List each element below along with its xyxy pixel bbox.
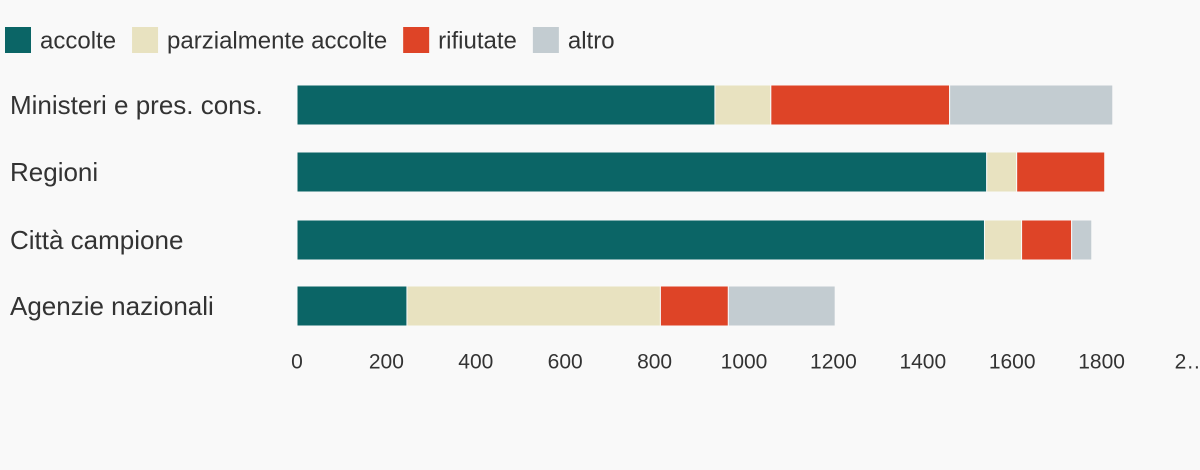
x-tick-label: 600 [548,351,583,374]
legend-label: altro [568,27,615,54]
x-tick-label: 400 [458,351,493,374]
bar-segment [983,219,1023,261]
legend-swatch [5,27,31,53]
legend-label: accolte [40,27,116,54]
bar-segment [714,84,772,126]
x-tick-label: 0 [291,351,303,374]
bar-segment [986,151,1018,193]
bar-segment [1016,151,1106,193]
x-tick-label: 1800 [1078,351,1125,374]
bar-segment [296,151,988,193]
bar-segment [770,84,951,126]
bar-segment [1021,219,1073,261]
x-tick-label: 200 [369,351,404,374]
bar-segment [296,219,985,261]
category-label: Agenzie nazionali [10,291,214,321]
bar-segment [659,285,729,327]
category-label: Città campione [10,225,183,255]
x-tick-label: 1400 [899,351,946,374]
bar-segment [949,84,1114,126]
x-tick-label: 1200 [810,351,857,374]
bar-segment [296,285,408,327]
x-tick-label: 1600 [989,351,1036,374]
x-tick-label: 1000 [721,351,768,374]
x-tick-label: 2… [1175,351,1200,374]
legend-label: parzialmente accolte [167,27,387,54]
bar-segment [1071,219,1093,261]
x-tick-label: 800 [637,351,672,374]
legend-swatch [403,27,430,53]
category-label: Regioni [10,157,98,187]
legend-swatch [132,27,159,53]
bar-segment [296,84,716,126]
legend-label: rifiutate [438,27,517,54]
bar-segment [727,285,836,327]
category-label: Ministeri e pres. cons. [10,90,263,120]
bar-segment [406,285,661,327]
legend-swatch [532,27,559,53]
